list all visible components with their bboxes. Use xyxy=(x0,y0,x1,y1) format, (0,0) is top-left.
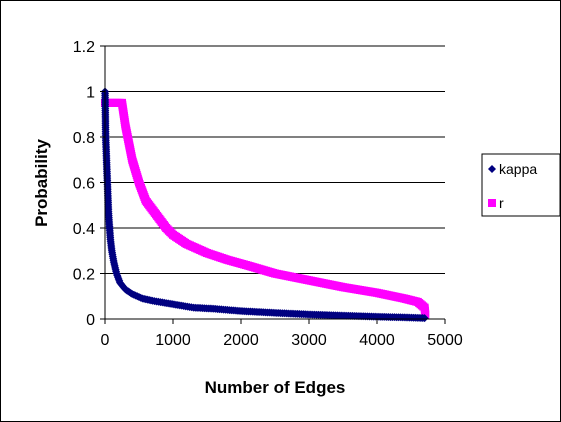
legend-label-r: r xyxy=(499,195,504,211)
y-tick-label: 0.4 xyxy=(73,221,95,238)
legend-marker-kappa xyxy=(488,165,496,173)
y-tick-label: 0.8 xyxy=(73,130,95,147)
series-kappa xyxy=(101,87,429,323)
x-tick-label: 4000 xyxy=(359,332,395,349)
x-tick-label: 2000 xyxy=(223,332,259,349)
gridlines xyxy=(105,45,445,274)
x-tick-label: 0 xyxy=(101,332,110,349)
point-kappa xyxy=(420,314,429,323)
x-axis-title: Number of Edges xyxy=(205,378,346,397)
point-r xyxy=(421,310,430,319)
x-tick-label: 3000 xyxy=(291,332,327,349)
series-layer xyxy=(101,87,430,323)
legend-marker-r xyxy=(488,199,496,207)
x-tick-label: 5000 xyxy=(427,332,463,349)
tick-labels: 0 0.2 0.4 0.6 0.8 1 1.2 0 1000 2000 3000 4000 5000 xyxy=(73,39,463,349)
y-tick-label: 1.2 xyxy=(73,39,95,56)
x-tick-label: 1000 xyxy=(155,332,191,349)
y-tick-label: 0.2 xyxy=(73,267,95,284)
y-tick-label: 0.6 xyxy=(73,176,95,193)
y-tick-label: 0 xyxy=(86,312,95,329)
legend-label-kappa: kappa xyxy=(499,161,537,177)
axes xyxy=(100,45,446,324)
series-r xyxy=(101,98,430,319)
y-axis-title: Probability xyxy=(32,139,51,227)
legend: kappa r xyxy=(481,153,560,217)
y-tick-label: 1 xyxy=(86,85,95,102)
